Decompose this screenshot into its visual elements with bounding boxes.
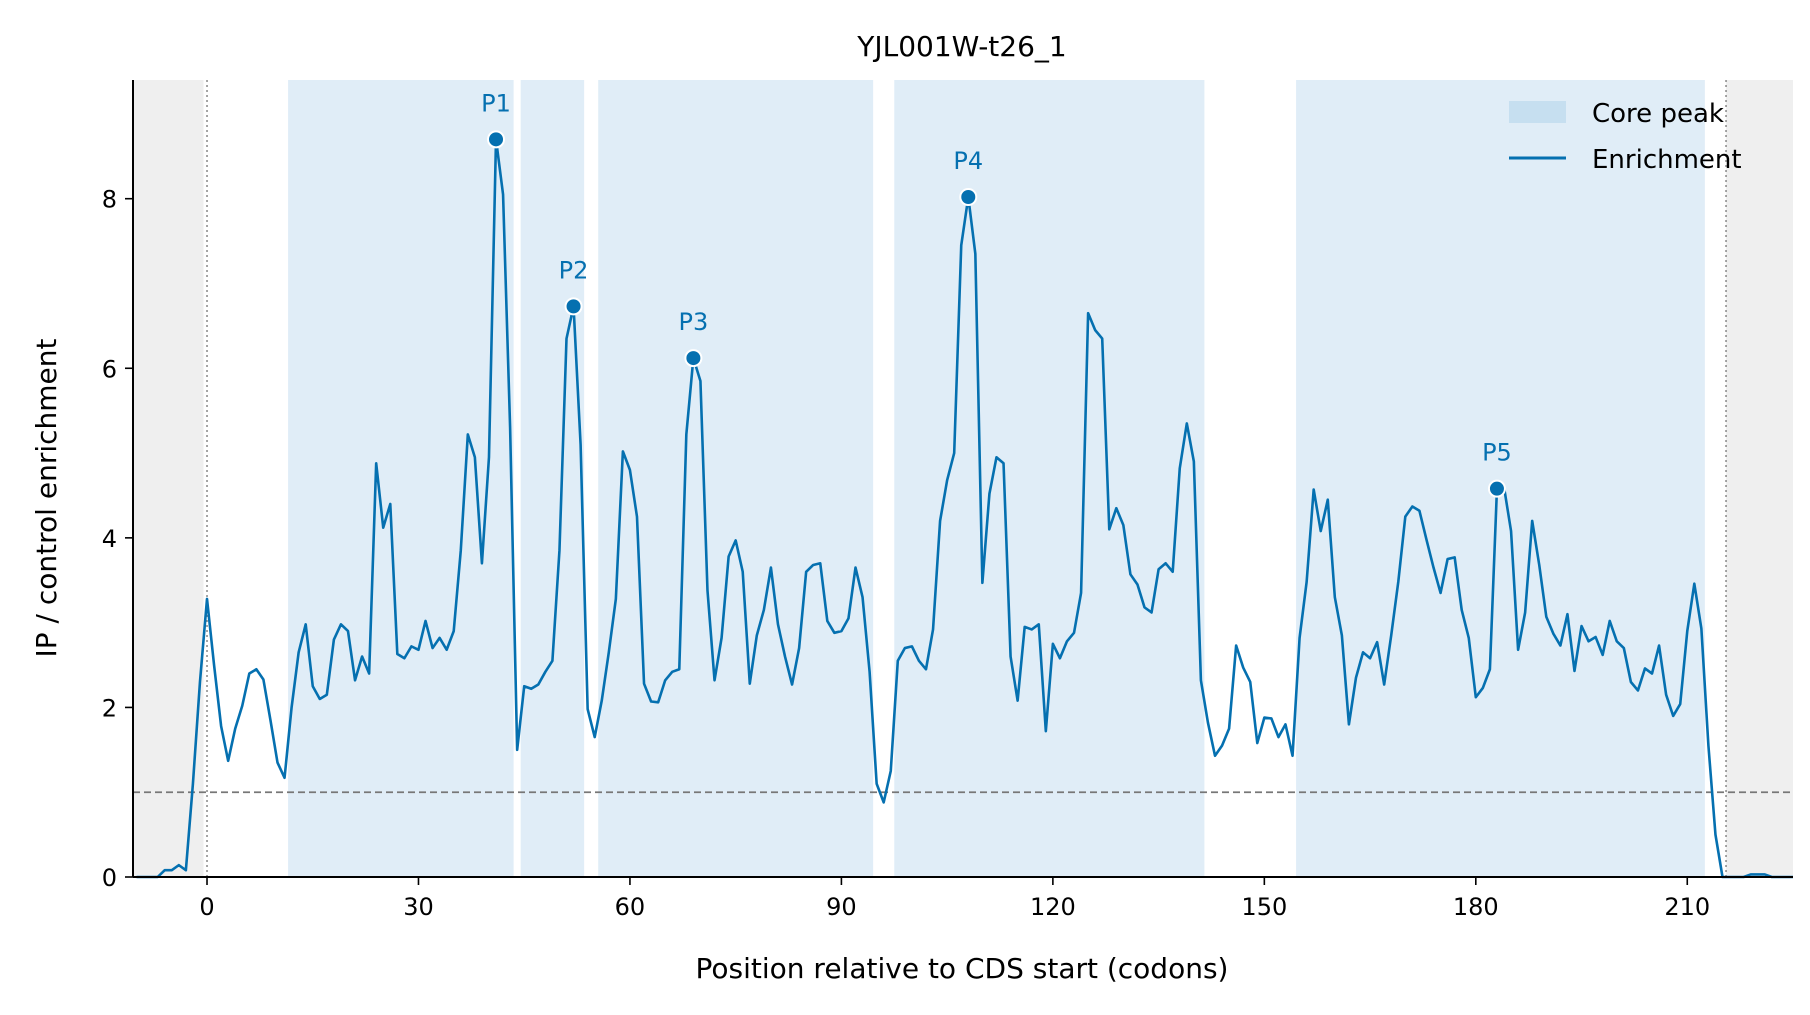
series-line-enrichment xyxy=(136,138,1793,879)
x-axis-label: Position relative to CDS start (codons) xyxy=(696,952,1229,985)
background-regions-layer xyxy=(133,80,1793,877)
x-tick-label: 210 xyxy=(1664,893,1710,921)
peak-marker-p2 xyxy=(564,297,583,316)
y-tick-label: 0 xyxy=(102,864,117,892)
x-tick-label: 60 xyxy=(615,893,646,921)
x-tick-label: 150 xyxy=(1241,893,1287,921)
core-peak-band xyxy=(894,80,1205,877)
peak-marker-p1 xyxy=(487,130,506,149)
legend-core-peak-swatch xyxy=(1509,101,1566,123)
x-tick-label: 180 xyxy=(1453,893,1499,921)
outside-cds-region xyxy=(1726,80,1793,877)
peak-label-p1: P1 xyxy=(481,89,511,117)
x-tick-label: 0 xyxy=(199,893,214,921)
axes-layer: 0 30 60 90 120 150 180 210 0 2 4 6 8 xyxy=(102,80,1793,921)
y-tick-label: 2 xyxy=(102,694,117,722)
outside-cds-region xyxy=(133,80,204,877)
x-tick-label: 90 xyxy=(826,893,857,921)
core-peak-band xyxy=(598,80,874,877)
legend-core-peak-label: Core peak xyxy=(1592,99,1724,129)
x-tick-label: 120 xyxy=(1030,893,1076,921)
chart-title: YJL001W-t26_1 xyxy=(856,30,1066,63)
peak-marker-p3 xyxy=(684,349,703,368)
peak-marker-p5 xyxy=(1487,479,1506,498)
peak-marker-p4 xyxy=(959,188,978,207)
y-tick-label: 4 xyxy=(102,525,117,553)
enrichment-line-layer xyxy=(136,138,1793,879)
peak-marker-layer: P1 P2 P3 P4 P5 xyxy=(481,89,1512,498)
core-peak-band xyxy=(288,80,514,877)
y-tick-label: 8 xyxy=(102,186,117,214)
core-peak-layer xyxy=(288,80,1705,877)
reference-lines-layer xyxy=(133,80,1793,877)
x-tick-label: 30 xyxy=(403,893,434,921)
peak-label-p3: P3 xyxy=(679,308,709,336)
peak-label-p4: P4 xyxy=(953,147,983,175)
y-axis-label: IP / control enrichment xyxy=(30,338,63,657)
peak-label-p5: P5 xyxy=(1482,439,1512,467)
y-tick-label: 6 xyxy=(102,355,117,383)
core-peak-band xyxy=(1296,80,1705,877)
peak-label-p2: P2 xyxy=(559,256,589,284)
core-peak-band xyxy=(520,80,585,877)
legend: Core peak Enrichment xyxy=(1509,99,1742,175)
legend-enrichment-label: Enrichment xyxy=(1592,145,1742,175)
